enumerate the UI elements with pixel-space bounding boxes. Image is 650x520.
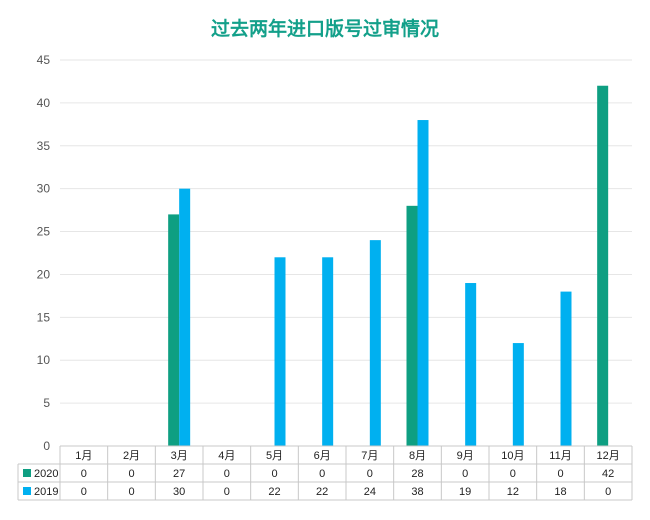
data-label: 27 [173, 468, 185, 480]
data-label: 0 [319, 468, 325, 480]
x-tick-label: 10月 [501, 450, 524, 462]
y-tick-label: 45 [37, 53, 51, 67]
bar-2019-3 [179, 188, 191, 446]
data-label: 0 [271, 468, 277, 480]
x-tick-label: 2月 [123, 450, 140, 462]
data-label: 22 [316, 486, 328, 498]
data-label: 0 [81, 486, 87, 498]
data-label: 30 [173, 486, 185, 498]
x-tick-label: 12月 [597, 450, 620, 462]
x-tick-label: 9月 [457, 450, 474, 462]
y-tick-label: 30 [37, 182, 51, 196]
x-tick-label: 4月 [218, 450, 235, 462]
bar-2019-6 [322, 257, 334, 446]
x-tick-label: 8月 [409, 450, 426, 462]
bar-2020-8 [406, 205, 418, 446]
data-label: 0 [224, 486, 230, 498]
data-label: 0 [462, 468, 468, 480]
data-label: 0 [367, 468, 373, 480]
legend-swatch-2019 [23, 487, 31, 495]
chart-title: 过去两年进口版号过审情况 [210, 18, 439, 40]
data-label: 0 [128, 486, 134, 498]
bar-2019-11 [560, 291, 572, 446]
y-tick-label: 35 [37, 139, 51, 153]
data-label: 0 [605, 486, 611, 498]
data-label: 0 [81, 468, 87, 480]
y-tick-label: 0 [43, 439, 50, 453]
x-tick-label: 5月 [266, 450, 283, 462]
y-tick-label: 5 [43, 396, 50, 410]
bar-2019-5 [274, 257, 286, 446]
bar-2019-9 [465, 283, 477, 446]
x-tick-label: 3月 [171, 450, 188, 462]
bar-2019-8 [417, 120, 429, 447]
x-tick-label: 1月 [75, 450, 92, 462]
bar-2019-10 [512, 343, 524, 446]
y-tick-label: 15 [37, 310, 51, 324]
x-tick-label: 7月 [361, 450, 378, 462]
data-label: 28 [411, 468, 423, 480]
data-label: 38 [411, 486, 423, 498]
data-label: 0 [557, 468, 563, 480]
y-tick-label: 40 [37, 96, 51, 110]
y-tick-label: 20 [37, 267, 51, 281]
data-label: 42 [602, 468, 614, 480]
x-tick-label: 11月 [549, 450, 571, 462]
bar-2019-7 [369, 240, 381, 446]
data-label: 19 [459, 486, 471, 498]
data-label: 0 [224, 468, 230, 480]
y-tick-label: 25 [37, 225, 51, 239]
y-tick-label: 10 [37, 353, 51, 367]
legend-label-2020: 2020 [34, 468, 58, 480]
legend-label-2019: 2019 [34, 486, 58, 498]
data-label: 24 [364, 486, 376, 498]
bar-2020-12 [597, 85, 609, 446]
data-label: 0 [510, 468, 516, 480]
data-label: 18 [554, 486, 566, 498]
data-label: 0 [128, 468, 134, 480]
legend-swatch-2020 [23, 469, 31, 477]
x-tick-label: 6月 [314, 450, 331, 462]
data-label: 22 [268, 486, 280, 498]
bar-2020-3 [168, 214, 180, 446]
data-label: 12 [507, 486, 519, 498]
